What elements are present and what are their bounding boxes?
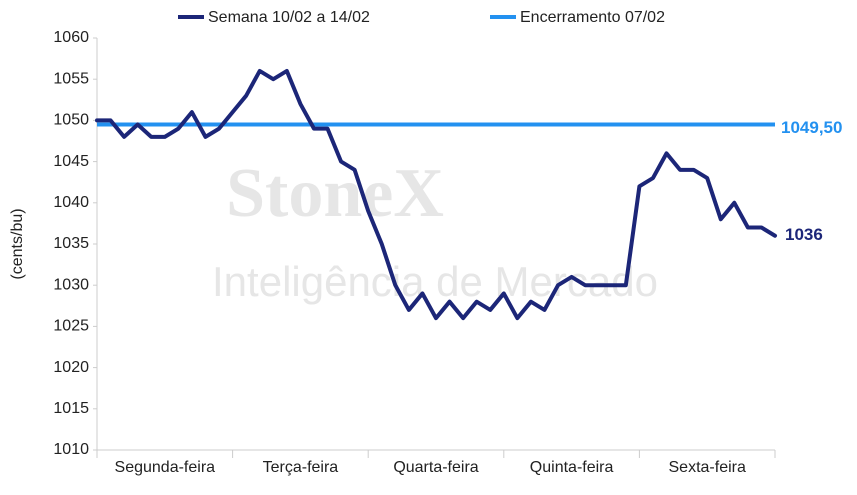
y-tick-label: 1045	[53, 153, 89, 170]
y-tick-label: 1030	[53, 276, 89, 293]
y-tick-label: 1055	[53, 70, 89, 87]
y-tick-label: 1035	[53, 235, 89, 252]
y-tick-label: 1025	[53, 318, 89, 335]
x-tick-label: Sexta-feira	[669, 459, 746, 476]
legend-label: Encerramento 07/02	[520, 9, 665, 26]
end-label: 1036	[785, 225, 823, 244]
y-tick-label: 1060	[53, 29, 89, 46]
y-tick-label: 1020	[53, 359, 89, 376]
watermark-tagline: Inteligência de Mercado	[212, 258, 658, 305]
x-tick-label: Quarta-feira	[393, 459, 478, 476]
y-tick-label: 1010	[53, 441, 89, 458]
y-tick-label: 1015	[53, 400, 89, 417]
watermark-brand: StoneX	[226, 155, 444, 232]
reference-label: 1049,50	[781, 118, 842, 137]
y-tick-label: 1050	[53, 112, 89, 129]
x-tick-label: Segunda-feira	[115, 459, 216, 476]
y-tick-label: 1040	[53, 194, 89, 211]
series-line	[95, 68, 777, 321]
x-tick-label: Quinta-feira	[530, 459, 614, 476]
x-tick-label: Terça-feira	[263, 459, 339, 476]
y-axis-label: (cents/bu)	[9, 208, 26, 279]
legend-label: Semana 10/02 a 14/02	[208, 9, 370, 26]
